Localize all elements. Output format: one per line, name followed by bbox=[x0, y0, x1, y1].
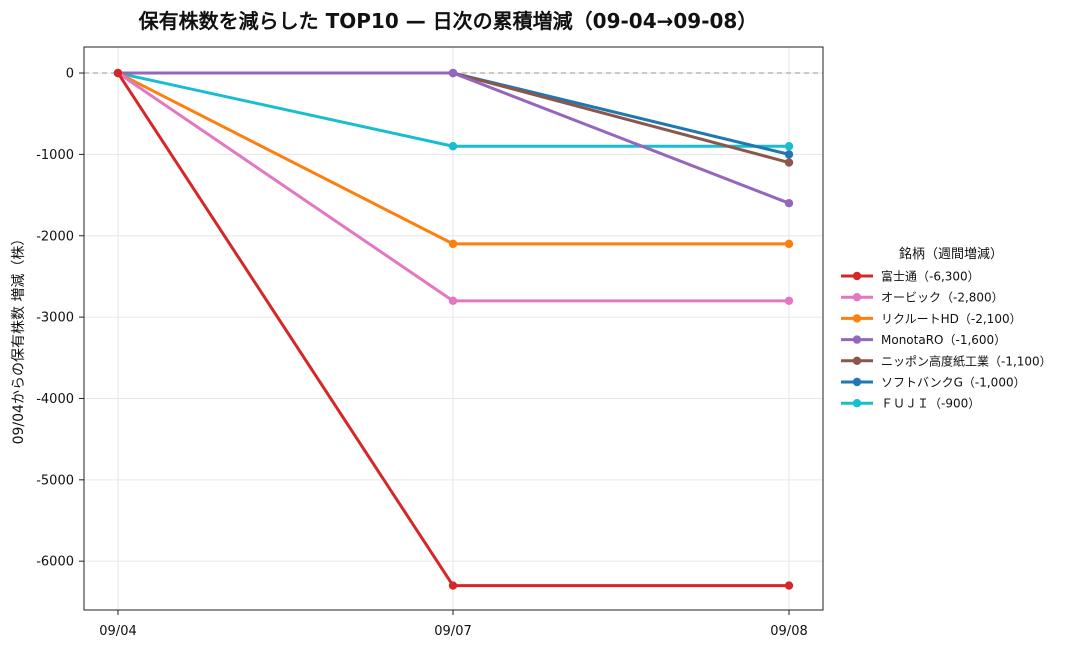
data-point bbox=[448, 581, 458, 590]
legend-item: 富士通（-6,300） bbox=[841, 269, 980, 284]
y-tick-label: -4000 bbox=[36, 392, 74, 407]
legend-label: ＦＵＪＩ（-900） bbox=[881, 397, 980, 411]
data-point bbox=[784, 581, 794, 590]
x-tick-label: 09/08 bbox=[770, 624, 807, 639]
grid bbox=[84, 47, 823, 610]
legend-label: リクルートHD（-2,100） bbox=[881, 312, 1022, 326]
legend-label: ソフトバンクG（-1,000） bbox=[881, 376, 1026, 390]
y-tick-label: 0 bbox=[66, 67, 74, 82]
y-tick-label: -1000 bbox=[36, 148, 74, 163]
y-tick-label: -3000 bbox=[36, 311, 74, 326]
y-axis-label: 09/04からの保有株数 増減（株） bbox=[10, 232, 27, 445]
legend-label: MonotaRO（-1,600） bbox=[881, 333, 1006, 347]
data-point bbox=[784, 150, 794, 159]
y-tick-label: -5000 bbox=[36, 473, 74, 488]
legend-items: 富士通（-6,300） オービック（-2,800） リクルートHD（-2,100） M… bbox=[841, 269, 1052, 411]
legend-swatch-marker bbox=[852, 314, 862, 323]
data-point bbox=[448, 239, 458, 249]
data-point bbox=[784, 296, 794, 306]
data-point bbox=[448, 296, 458, 306]
chart-title: 保有株数を減らした TOP10 — 日次の累積増減（09-04→09-08） bbox=[138, 9, 758, 33]
x-tick-label: 09/07 bbox=[434, 624, 471, 639]
data-point bbox=[784, 199, 794, 208]
tick-layer: 0 -1000 -2000 -3000 -4000 -5000 -6000 09/04 09/0… bbox=[36, 67, 808, 639]
y-tick-label: -6000 bbox=[36, 555, 74, 570]
legend-item: MonotaRO（-1,600） bbox=[841, 333, 1006, 347]
legend: 銘柄（週間増減） 富士通（-6,300） オービック（-2,800） リクルートHD… bbox=[841, 246, 1052, 411]
data-point bbox=[448, 68, 458, 78]
legend-label: 富士通（-6,300） bbox=[881, 269, 980, 284]
legend-swatch-marker bbox=[852, 335, 862, 344]
legend-item: ソフトバンクG（-1,000） bbox=[841, 376, 1026, 390]
legend-title: 銘柄（週間増減） bbox=[899, 246, 1003, 262]
legend-swatch-marker bbox=[852, 356, 862, 365]
legend-swatch-marker bbox=[852, 377, 862, 387]
data-point bbox=[784, 158, 794, 167]
legend-item: リクルートHD（-2,100） bbox=[841, 312, 1022, 326]
series-layer bbox=[113, 68, 794, 590]
legend-item: ニッポン高度紙工業（-1,100） bbox=[841, 353, 1052, 368]
legend-swatch-marker bbox=[852, 271, 862, 281]
legend-swatch-marker bbox=[852, 399, 862, 408]
legend-swatch-marker bbox=[852, 293, 862, 302]
series-0 bbox=[113, 68, 794, 590]
legend-label: ニッポン高度紙工業（-1,100） bbox=[881, 353, 1052, 368]
data-point bbox=[784, 239, 794, 249]
data-point bbox=[448, 142, 458, 151]
data-point bbox=[784, 142, 794, 151]
y-tick-label: -2000 bbox=[36, 229, 74, 244]
data-point bbox=[113, 68, 123, 78]
legend-item: ＦＵＪＩ（-900） bbox=[841, 397, 980, 411]
legend-label: オービック（-2,800） bbox=[881, 291, 1004, 305]
legend-item: オービック（-2,800） bbox=[841, 291, 1004, 305]
x-tick-label: 09/04 bbox=[99, 624, 136, 639]
